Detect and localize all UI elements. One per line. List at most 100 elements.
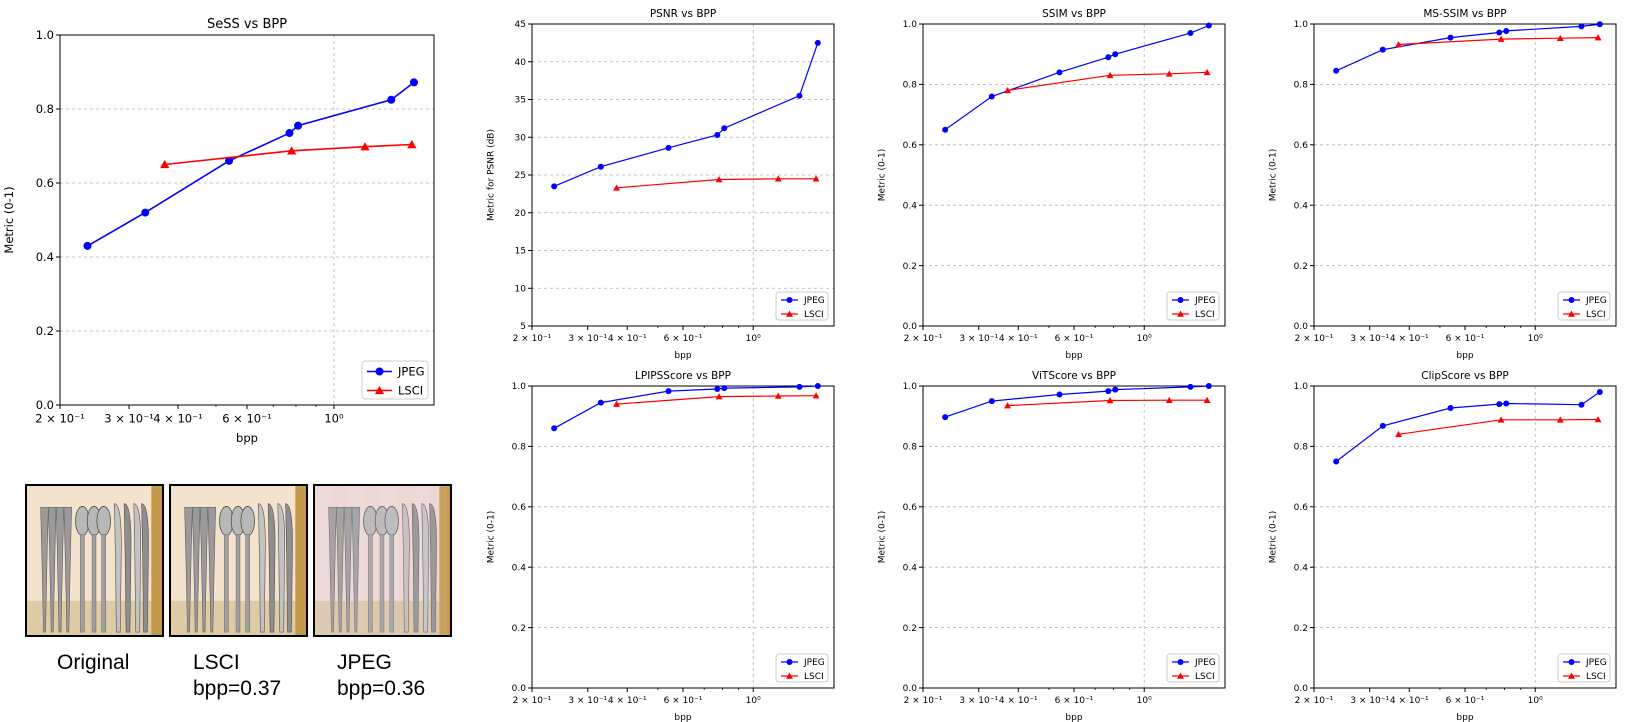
data-point-jpeg	[141, 208, 150, 217]
caption-jpeg-bpp: bpp=0.36	[337, 677, 426, 700]
x-tick-label: 3 × 10⁻¹	[959, 696, 998, 706]
plot-frame	[531, 385, 835, 689]
data-point-jpeg	[814, 383, 821, 389]
y-tick-label: 0.4	[1294, 201, 1309, 211]
chart-clipscore-vs-bpp: 0.0 0.2 0.4 0.6 0.8 1.0 2 × 10⁻¹ 3 × 10⁻¹ 4 × 10…	[1268, 370, 1617, 722]
y-tick-label: 0.8	[36, 102, 54, 116]
x-tick-label: 3 × 10⁻¹	[1350, 696, 1389, 706]
series-line-lsci	[616, 178, 817, 189]
data-point-jpeg	[1447, 405, 1454, 412]
data-point-jpeg	[1112, 386, 1119, 393]
data-point-lsci	[715, 176, 723, 183]
x-tick-label: 10⁰	[1528, 334, 1543, 344]
legend-label-lsci: LSCI	[398, 384, 423, 398]
data-point-lsci	[287, 146, 297, 155]
data-point-jpeg	[1503, 27, 1510, 34]
x-tick-label: 6 × 10⁻¹	[1446, 334, 1485, 344]
x-tick-label: 6 × 10⁻¹	[1446, 696, 1485, 706]
y-tick-label: 0.0	[1294, 684, 1309, 694]
series-line-jpeg	[944, 24, 1210, 131]
y-tick-label: 45	[515, 20, 526, 30]
y-tick-label: 0.0	[903, 322, 918, 332]
chart-lpipsscore-vs-bpp: 0.0 0.2 0.4 0.6 0.8 1.0 2 × 10⁻¹ 3 × 10⁻¹ 4 × 10…	[486, 370, 835, 722]
legend-label-lsci: LSCI	[1195, 672, 1215, 682]
cutlery-illustration	[315, 486, 450, 635]
series-line-lsci	[1398, 418, 1599, 435]
y-tick-label: 0.8	[1294, 443, 1309, 453]
chart-title: SSIM vs BPP	[1042, 8, 1106, 20]
data-point-lsci	[1395, 41, 1403, 48]
y-tick-label: 1.0	[1294, 382, 1309, 392]
data-point-jpeg	[409, 78, 418, 87]
data-point-lsci	[1395, 430, 1403, 438]
x-axis-label: bpp	[1456, 713, 1473, 722]
caption-jpeg-label: JPEG	[337, 651, 392, 674]
plot-frame	[1313, 23, 1617, 327]
y-tick-label: 0.8	[903, 443, 918, 453]
y-tick-label: 0.8	[903, 81, 918, 91]
data-point-lsci	[1594, 416, 1602, 423]
series-line-jpeg	[553, 42, 819, 187]
data-point-jpeg	[1333, 458, 1340, 465]
y-tick-label: 35	[515, 96, 526, 106]
y-tick-label: 0.4	[903, 201, 918, 211]
y-axis-label: Metric (0-1)	[877, 511, 887, 564]
legend-marker-jpeg	[1568, 659, 1575, 665]
chart-vitscore-vs-bpp: 0.0 0.2 0.4 0.6 0.8 1.0 2 × 10⁻¹ 3 × 10⁻¹ 4 × 10…	[877, 370, 1226, 722]
x-tick-label: 3 × 10⁻¹	[959, 334, 998, 344]
x-tick-label: 2 × 10⁻¹	[35, 412, 85, 426]
jpeg-image	[313, 484, 452, 637]
chart-title: MS-SSIM vs BPP	[1423, 8, 1506, 20]
data-point-jpeg	[988, 398, 995, 405]
y-tick-label: 0.2	[903, 624, 917, 634]
data-point-jpeg	[665, 144, 672, 151]
legend-label-jpeg: JPEG	[397, 365, 425, 379]
x-axis-label: bpp	[1456, 351, 1473, 361]
legend: JPEG LSCI	[775, 291, 829, 321]
data-point-jpeg	[1596, 21, 1603, 28]
data-point-jpeg	[1496, 29, 1503, 36]
y-tick-label: 0.0	[903, 684, 918, 694]
series-line-jpeg	[1335, 391, 1601, 462]
x-axis-label: bpp	[674, 713, 691, 722]
legend-label-lsci: LSCI	[1586, 310, 1606, 320]
legend-marker-jpeg	[1568, 297, 1575, 303]
data-point-lsci	[715, 393, 723, 400]
x-tick-label: 2 × 10⁻¹	[904, 696, 943, 706]
y-axis-label: Metric for PSNR (dB)	[486, 129, 496, 221]
x-tick-label: 3 × 10⁻¹	[1350, 334, 1389, 344]
data-point-lsci	[1106, 71, 1114, 79]
data-point-lsci	[812, 392, 820, 399]
x-tick-label: 4 × 10⁻¹	[608, 696, 647, 706]
data-point-lsci	[1203, 396, 1211, 403]
data-point-jpeg	[1379, 46, 1386, 53]
y-tick-label: 1.0	[36, 28, 54, 42]
data-point-jpeg	[1496, 401, 1503, 408]
legend: JPEG LSCI	[775, 653, 829, 683]
data-point-jpeg	[387, 95, 396, 104]
data-point-lsci	[774, 175, 782, 182]
data-point-lsci	[1594, 34, 1602, 41]
y-tick-label: 1.0	[512, 382, 527, 392]
data-point-jpeg	[714, 386, 721, 393]
legend-label-jpeg: JPEG	[1194, 658, 1216, 668]
data-point-lsci	[360, 142, 370, 151]
y-tick-label: 5	[520, 322, 526, 332]
caption-original: Original	[57, 651, 130, 674]
data-point-lsci	[774, 392, 782, 399]
y-tick-label: 0.2	[903, 262, 917, 272]
data-point-jpeg	[1112, 51, 1119, 58]
y-tick-label: 0.2	[512, 624, 526, 634]
y-tick-label: 0.4	[36, 250, 54, 264]
data-point-jpeg	[714, 131, 721, 138]
y-tick-label: 1.0	[903, 382, 918, 392]
x-tick-label: 4 × 10⁻¹	[1390, 696, 1429, 706]
legend-label-lsci: LSCI	[1195, 310, 1215, 320]
x-tick-label: 6 × 10⁻¹	[1055, 696, 1094, 706]
data-point-lsci	[812, 175, 820, 182]
chart-title: SeSS vs BPP	[207, 17, 287, 32]
y-tick-label: 0.0	[1294, 322, 1309, 332]
data-point-jpeg	[1187, 383, 1194, 390]
x-tick-label: 10⁰	[746, 696, 761, 706]
